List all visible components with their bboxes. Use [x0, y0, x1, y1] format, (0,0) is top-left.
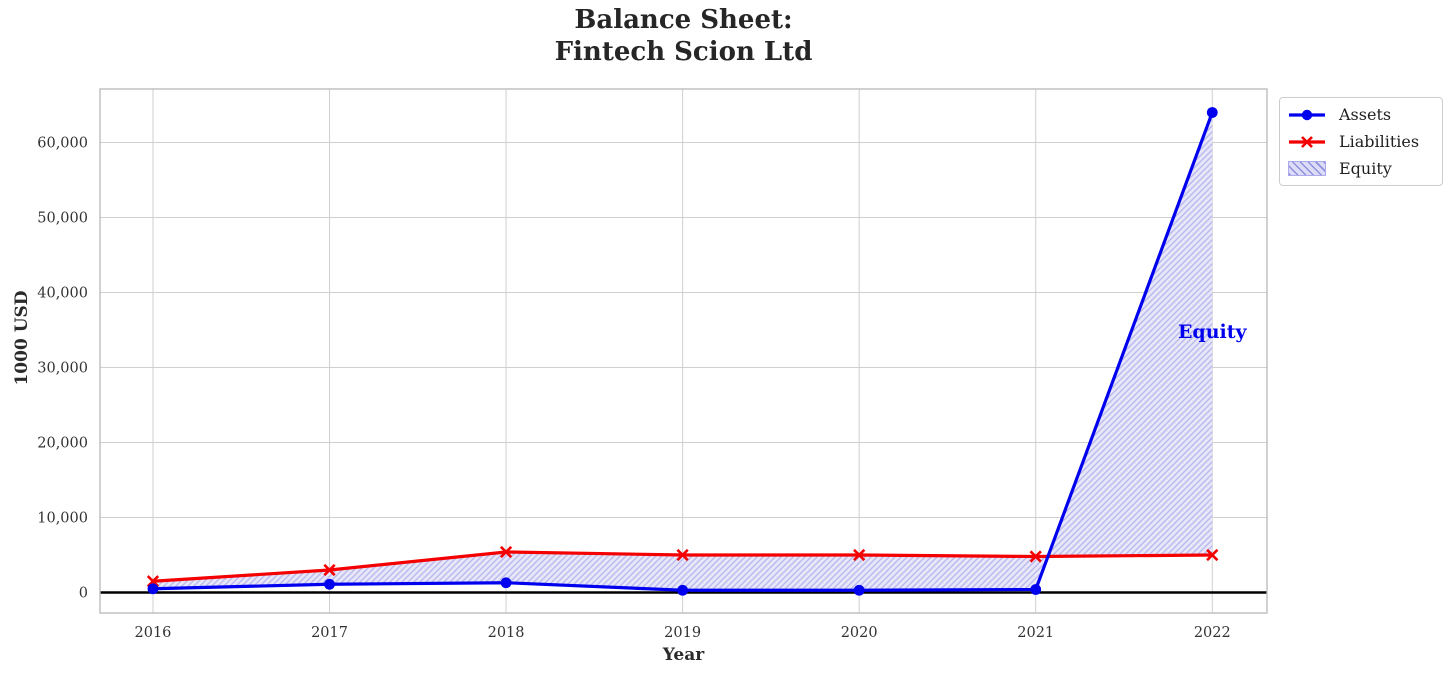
- svg-text:40,000: 40,000: [37, 285, 88, 301]
- svg-text:20,000: 20,000: [37, 436, 88, 452]
- legend-item-equity: Equity: [1288, 155, 1434, 182]
- equity-annotation: Equity: [1177, 321, 1247, 344]
- chart-title-line-2: Fintech Scion Ltd: [554, 37, 813, 67]
- svg-text:2020: 2020: [841, 625, 878, 641]
- legend-item-assets: Assets: [1288, 101, 1434, 128]
- legend-label-assets: Assets: [1339, 105, 1392, 124]
- svg-text:2017: 2017: [311, 625, 348, 641]
- legend-item-liabilities: Liabilities: [1288, 128, 1434, 155]
- y-axis-label: 1000 USD: [12, 290, 32, 386]
- svg-text:2018: 2018: [488, 625, 525, 641]
- legend-label-liabilities: Liabilities: [1339, 132, 1420, 151]
- equity-patch-icon: [1288, 161, 1326, 176]
- svg-text:10,000: 10,000: [37, 511, 88, 527]
- svg-text:2016: 2016: [135, 625, 172, 641]
- svg-text:60,000: 60,000: [37, 135, 88, 151]
- svg-text:0: 0: [79, 586, 88, 602]
- legend-box: Assets Liabilities Equity: [1279, 97, 1443, 186]
- chart-title: Balance Sheet: Fintech Scion Ltd: [100, 4, 1267, 68]
- x-axis-label: Year: [662, 645, 705, 665]
- svg-text:50,000: 50,000: [37, 210, 88, 226]
- svg-text:30,000: 30,000: [37, 361, 88, 377]
- chart-title-line-1: Balance Sheet:: [574, 5, 793, 35]
- svg-text:2022: 2022: [1194, 625, 1231, 641]
- assets-line-icon: [1288, 107, 1326, 123]
- liabilities-line-icon: [1288, 134, 1326, 150]
- legend-label-equity: Equity: [1339, 159, 1392, 178]
- svg-text:2021: 2021: [1017, 625, 1054, 641]
- svg-text:2019: 2019: [664, 625, 701, 641]
